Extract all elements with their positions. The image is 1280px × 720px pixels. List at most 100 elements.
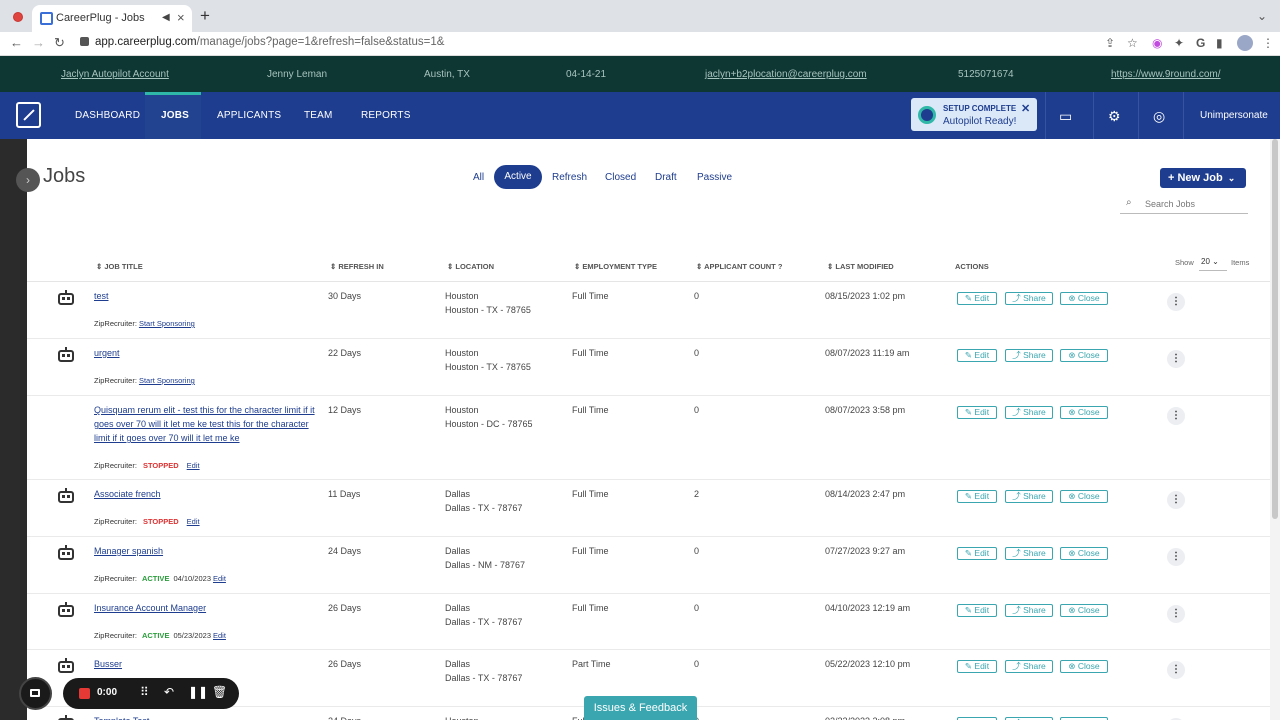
row-menu-button[interactable]: ⋮ (1167, 605, 1185, 623)
new-tab-icon[interactable]: + (200, 6, 210, 25)
expand-sidebar-button[interactable]: › (16, 168, 40, 192)
forward-icon[interactable]: → (32, 35, 45, 50)
zr-action-link[interactable]: Edit (213, 574, 226, 583)
page-size-select[interactable]: 20 ⌄ (1199, 253, 1227, 271)
careerplug-logo[interactable] (16, 102, 41, 128)
row-menu-button[interactable]: ⋮ (1167, 661, 1185, 679)
job-title-link[interactable]: Manager spanish (94, 546, 164, 556)
close-job-button[interactable]: ⊗ Close (1060, 547, 1108, 560)
browser-tab[interactable]: CareerPlug - Jobs ◀ × (32, 5, 192, 32)
edit-button[interactable]: ✎ Edit (957, 490, 997, 503)
stop-recording-button[interactable] (79, 688, 90, 699)
puzzle-icon[interactable]: ✦ (1174, 36, 1185, 50)
filter-all[interactable]: All (473, 172, 485, 183)
new-job-button[interactable]: + New Job ⌄ (1160, 168, 1246, 188)
share-button[interactable]: ⤴ Share (1005, 547, 1053, 560)
header-applicant-count[interactable]: ⇕ APPLICANT COUNT ? (696, 262, 783, 271)
filter-active[interactable]: Active (494, 165, 542, 189)
close-icon[interactable]: ✕ (1021, 103, 1031, 115)
row-menu-button[interactable]: ⋮ (1167, 491, 1185, 509)
edit-button[interactable]: ✎ Edit (957, 604, 997, 617)
job-title-link[interactable]: Busser (94, 659, 123, 669)
nav-reports[interactable]: REPORTS (361, 110, 411, 121)
edit-button[interactable]: ✎ Edit (957, 406, 997, 419)
header-job-title[interactable]: ⇕ JOB TITLE (96, 262, 143, 271)
row-menu-button[interactable]: ⋮ (1167, 548, 1185, 566)
profile-avatar[interactable] (1237, 35, 1253, 51)
user-circle-icon[interactable]: ◎ (1153, 108, 1166, 124)
gear-icon[interactable]: ⚙ (1108, 108, 1121, 124)
close-job-button[interactable]: ⊗ Close (1060, 292, 1108, 305)
row-menu-button[interactable]: ⋮ (1167, 293, 1185, 311)
filter-closed[interactable]: Closed (605, 172, 637, 183)
pause-icon[interactable]: ❚❚ (188, 685, 209, 699)
website-link[interactable]: https://www.9round.com/ (1111, 69, 1221, 80)
grid-icon[interactable]: ⠿ (140, 685, 149, 699)
google-icon[interactable]: G (1196, 36, 1206, 50)
setup-complete-card[interactable]: SETUP COMPLETE Autopilot Ready! ✕ (911, 98, 1037, 131)
unimpersonate-button[interactable]: Unimpersonate (1200, 110, 1268, 121)
kebab-menu-icon[interactable]: ⋮ (1262, 36, 1274, 50)
share-button[interactable]: ⤴ Share (1005, 349, 1053, 362)
header-location[interactable]: ⇕ LOCATION (447, 262, 494, 271)
job-title-link[interactable]: test (94, 291, 109, 301)
share-icon[interactable]: ⇪ (1105, 36, 1116, 50)
job-title-link[interactable]: Associate french (94, 489, 161, 499)
close-job-button[interactable]: ⊗ Close (1060, 490, 1108, 503)
scrollbar[interactable] (1270, 139, 1280, 720)
email-link[interactable]: jaclyn+b2plocation@careerplug.com (705, 69, 867, 80)
search-input[interactable]: ⌕ Search Jobs (1120, 195, 1248, 214)
job-title-link[interactable]: Template Test (94, 714, 316, 720)
close-job-button[interactable]: ⊗ Close (1060, 660, 1108, 673)
zr-action-link[interactable]: Start Sponsoring (138, 319, 195, 328)
back-icon[interactable]: ← (10, 35, 23, 50)
zr-action-link[interactable]: Edit (186, 517, 200, 526)
job-title-link[interactable]: Insurance Account Manager (94, 603, 207, 613)
edit-button[interactable]: ✎ Edit (957, 349, 997, 362)
zr-action-link[interactable]: Edit (186, 461, 200, 470)
close-job-button[interactable]: ⊗ Close (1060, 406, 1108, 419)
extension-icon[interactable]: ◉ (1152, 36, 1163, 50)
scrollbar-thumb[interactable] (1272, 139, 1278, 519)
nav-team[interactable]: TEAM (304, 110, 333, 121)
audio-icon[interactable]: ◀ (162, 12, 170, 23)
job-title-link[interactable]: urgent (94, 348, 120, 358)
chat-icon[interactable]: ▭ (1059, 108, 1073, 124)
row-menu-button[interactable]: ⋮ (1167, 718, 1185, 720)
share-button[interactable]: ⤴ Share (1005, 490, 1053, 503)
reload-icon[interactable]: ↻ (54, 35, 65, 50)
share-button[interactable]: ⤴ Share (1005, 406, 1053, 419)
undo-icon[interactable]: ↶ (164, 685, 175, 699)
close-job-button[interactable]: ⊗ Close (1060, 604, 1108, 617)
nav-applicants[interactable]: APPLICANTS (217, 110, 282, 121)
edit-button[interactable]: ✎ Edit (957, 660, 997, 673)
close-job-button[interactable]: ⊗ Close (1060, 349, 1108, 362)
close-tab-icon[interactable]: × (177, 10, 185, 25)
sidebar-icon[interactable]: ▮ (1216, 36, 1223, 50)
zr-action-link[interactable]: Edit (213, 631, 226, 640)
zr-action-link[interactable]: Start Sponsoring (138, 376, 195, 385)
close-job-button[interactable]: ⊗ Close (1060, 717, 1108, 720)
header-employment-type[interactable]: ⇕ EMPLOYMENT TYPE (574, 262, 657, 271)
header-last-modified[interactable]: ⇕ LAST MODIFIED (827, 262, 894, 271)
row-menu-button[interactable]: ⋮ (1167, 350, 1185, 368)
account-link[interactable]: Jaclyn Autopilot Account (61, 69, 169, 80)
issues-feedback-button[interactable]: Issues & Feedback (584, 696, 697, 720)
chevron-down-icon[interactable]: ⌄ (1257, 9, 1268, 23)
help-icon[interactable]: ? (777, 262, 783, 271)
share-button[interactable]: ⤴ Share (1005, 717, 1053, 720)
nav-jobs[interactable]: JOBS (161, 110, 190, 121)
edit-button[interactable]: ✎ Edit (957, 717, 997, 720)
bookmark-star-icon[interactable]: ☆ (1127, 36, 1138, 50)
camera-toggle-button[interactable] (19, 677, 52, 710)
edit-button[interactable]: ✎ Edit (957, 547, 997, 560)
share-button[interactable]: ⤴ Share (1005, 292, 1053, 305)
nav-dashboard[interactable]: DASHBOARD (75, 110, 141, 121)
job-title-link[interactable]: Quisquam rerum elit - test this for the … (94, 405, 315, 443)
share-button[interactable]: ⤴ Share (1005, 604, 1053, 617)
row-menu-button[interactable]: ⋮ (1167, 407, 1185, 425)
filter-draft[interactable]: Draft (655, 172, 677, 183)
share-button[interactable]: ⤴ Share (1005, 660, 1053, 673)
header-refresh-in[interactable]: ⇕ REFRESH IN (330, 262, 384, 271)
trash-icon[interactable]: 🗑 (212, 685, 228, 699)
